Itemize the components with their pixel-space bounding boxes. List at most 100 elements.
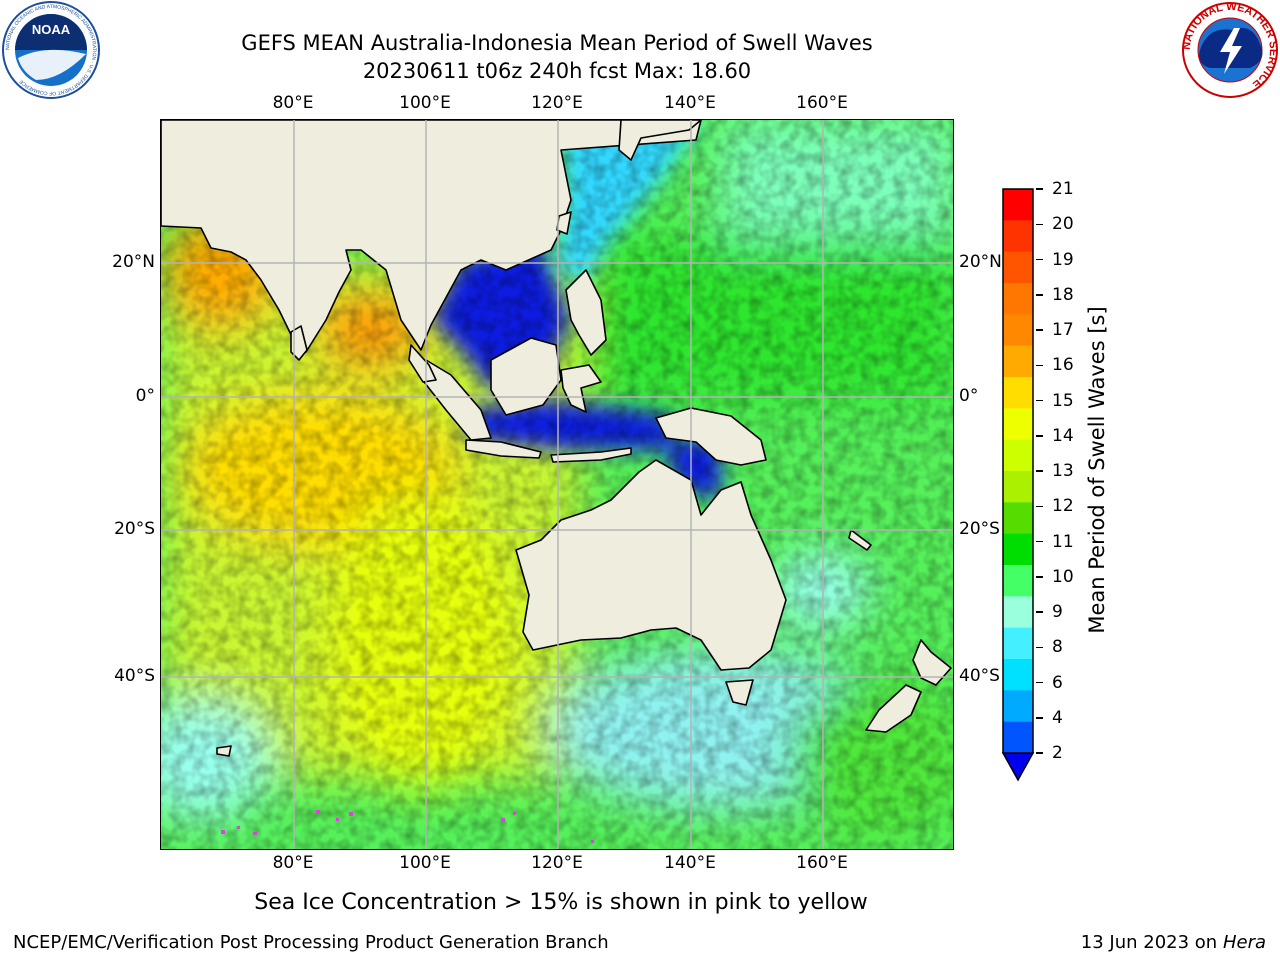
colorbar-swatch <box>1003 596 1033 629</box>
sea-ice-speck <box>316 810 320 814</box>
sea-ice-note: Sea Ice Concentration > 15% is shown in … <box>254 890 868 915</box>
colorbar-swatch <box>1003 471 1033 503</box>
colorbar-tick-label: 19 <box>1052 249 1074 270</box>
colorbar-tick-mark <box>1036 470 1043 472</box>
footer-date: 13 Jun 2023 on Hera <box>1081 932 1266 953</box>
land-tasmania <box>725 679 754 706</box>
map-frame <box>160 119 954 850</box>
lat-tick-right-0: 0° <box>959 386 979 406</box>
land-java <box>465 439 542 459</box>
colorbar-swatch <box>1003 627 1033 660</box>
colorbar-swatch <box>1003 439 1033 472</box>
land-borneo <box>490 337 562 416</box>
footer-credit: NCEP/EMC/Verification Post Processing Pr… <box>13 932 609 953</box>
land-sulawesi <box>560 364 602 413</box>
colorbar-tick-mark <box>1036 223 1043 225</box>
colorbar-tick-label: 18 <box>1052 284 1074 305</box>
sea-ice-speck <box>591 840 594 843</box>
colorbar-tick-label: 10 <box>1052 566 1074 587</box>
title-line-2: 20230611 t06z 240h fcst Max: 18.60 <box>362 59 752 83</box>
lon-tick-bottom-80: 80°E <box>272 853 314 873</box>
colorbar-outline <box>1002 188 1034 754</box>
land-new-zealand-north <box>912 639 952 686</box>
colorbar-tick-mark <box>1036 752 1043 754</box>
colorbar-tick-label: 2 <box>1052 743 1063 763</box>
colorbar-swatch <box>1003 533 1033 566</box>
lat-tick-right-20n: 20°N <box>959 252 1002 272</box>
lat-tick-right-40s: 40°S <box>959 666 1000 686</box>
colorbar-tick-label: 16 <box>1052 355 1074 376</box>
sea-ice-speck <box>336 818 339 821</box>
colorbar-tick-mark <box>1036 576 1043 578</box>
lon-tick-bottom-160: 160°E <box>796 853 848 873</box>
colorbar-tick-label: 15 <box>1052 390 1074 411</box>
colorbar-tick-mark <box>1036 540 1043 543</box>
colorbar-tick-mark <box>1036 646 1043 648</box>
colorbar-swatch <box>1003 565 1033 597</box>
colorbar-tick-mark <box>1036 294 1043 296</box>
colorbar-tick-label: 21 <box>1052 179 1074 199</box>
land-kerguelen <box>216 745 232 757</box>
colorbar-swatch <box>1003 690 1033 723</box>
colorbar-tick-label: 11 <box>1052 531 1074 552</box>
colorbar-tick-mark <box>1036 364 1043 366</box>
colorbar <box>1000 186 1036 786</box>
colorbar-tick-label: 6 <box>1052 672 1063 693</box>
colorbar-tick-label: 20 <box>1052 214 1074 235</box>
sea-ice-speck <box>513 812 516 815</box>
colorbar-label: Mean Period of Swell Waves [s] <box>1085 306 1109 634</box>
colorbar-swatch <box>1003 283 1033 315</box>
colorbar-swatch <box>1003 189 1033 221</box>
colorbar-tick-label: 8 <box>1052 637 1063 658</box>
land-korea-japan <box>618 120 702 161</box>
sea-ice-speck <box>349 812 353 816</box>
footer-host: Hera <box>1222 932 1266 953</box>
land-new-zealand-south <box>865 684 922 733</box>
colorbar-tick-mark <box>1036 399 1043 402</box>
colorbar-tick-mark <box>1036 681 1043 684</box>
land-sri-lanka <box>290 325 308 361</box>
sea-ice-speck <box>253 832 257 835</box>
chart-title: GEFS MEAN Australia-Indonesia Mean Perio… <box>160 29 954 85</box>
lon-tick-bottom-140: 140°E <box>664 853 716 873</box>
colorbar-swatch <box>1003 408 1033 441</box>
colorbar-swatch <box>1003 251 1033 284</box>
colorbar-tick-label: 17 <box>1052 320 1074 340</box>
colorbar-swatch <box>1003 502 1033 535</box>
nws-logo: NATIONAL WEATHER SERVICE <box>1180 0 1280 100</box>
sea-ice <box>221 810 594 843</box>
colorbar-swatch <box>1003 220 1033 253</box>
colorbar-tick-mark <box>1036 435 1043 437</box>
colorbar-tick-label: 4 <box>1052 707 1063 728</box>
land-new-caledonia <box>848 529 872 551</box>
title-line-1: GEFS MEAN Australia-Indonesia Mean Perio… <box>241 31 873 55</box>
lat-tick-left-20n: 20°N <box>112 252 155 272</box>
lon-tick-top-140: 140°E <box>664 93 716 113</box>
colorbar-tick-mark <box>1036 329 1043 331</box>
land-sumatra <box>420 359 492 441</box>
lat-tick-left-0: 0° <box>135 386 155 406</box>
colorbar-swatch <box>1003 345 1033 378</box>
lat-tick-right-20s: 20°S <box>959 519 1000 539</box>
colorbar-tick-mark <box>1036 258 1043 261</box>
sea-ice-speck <box>221 830 225 834</box>
lon-tick-top-160: 160°E <box>796 93 848 113</box>
lon-tick-top-100: 100°E <box>399 93 451 113</box>
lon-tick-top-120: 120°E <box>531 93 583 113</box>
lon-tick-bottom-100: 100°E <box>399 853 451 873</box>
colorbar-tick-mark <box>1036 188 1043 190</box>
lat-tick-left-40s: 40°S <box>114 666 155 686</box>
colorbar-extend-arrow <box>1001 752 1035 782</box>
swell-period-map <box>161 120 953 849</box>
lon-tick-bottom-120: 120°E <box>531 853 583 873</box>
noaa-logo-text: NOAA <box>32 22 71 37</box>
sea-ice-speck <box>237 826 240 829</box>
colorbar-tick-label: 13 <box>1052 461 1074 481</box>
sea-ice-speck <box>501 818 505 822</box>
graticule <box>161 120 953 849</box>
colorbar-tick-label: 14 <box>1052 425 1074 446</box>
colorbar-tick-mark <box>1036 611 1043 613</box>
colorbar-tick-mark <box>1036 717 1043 719</box>
colorbar-swatch <box>1003 721 1033 754</box>
colorbar-swatch <box>1003 377 1033 409</box>
